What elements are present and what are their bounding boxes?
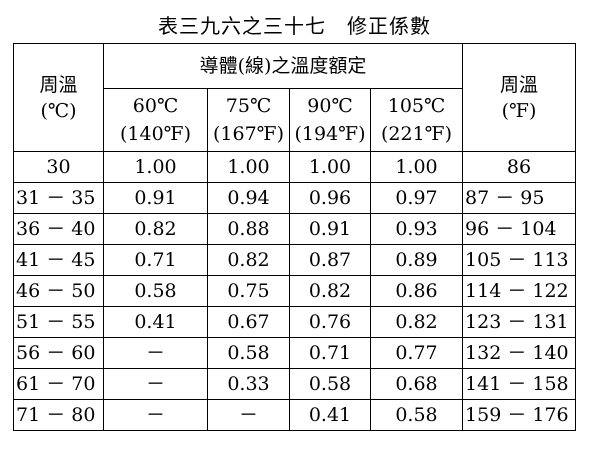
data-cell: － bbox=[103, 368, 208, 400]
data-cell: 46 － 50 bbox=[13, 275, 104, 307]
header-row: 60℃ (140℉) 75℃ (167℉) 90℃ (194℉) 105℃ (221℉) bbox=[14, 88, 576, 152]
data-cell: 56 － 60 bbox=[13, 337, 104, 369]
data-cell: 0.58 bbox=[289, 368, 371, 400]
data-cell: 0.82 bbox=[207, 244, 290, 276]
data-cell: － bbox=[207, 399, 290, 431]
header-cell: 周溫 (℃) bbox=[13, 43, 104, 152]
data-cell: 0.93 bbox=[369, 213, 464, 245]
data-cell: 0.97 bbox=[369, 182, 464, 214]
data-row: 71 － 80 －－ 0.41 0.58 159 － 176 bbox=[13, 399, 577, 431]
data-cell: 0.68 bbox=[369, 368, 464, 400]
data-cell: 0.58 bbox=[369, 399, 464, 431]
header-cell: 導體(線)之溫度額定 bbox=[102, 43, 464, 89]
title: 表三九六之三十七 修正係數 bbox=[158, 14, 431, 38]
data-cell: 87 － 95 bbox=[462, 182, 577, 214]
data-cell: 105 － 113 bbox=[462, 244, 577, 276]
data-row: 41 － 45 0.71 0.82 0.87 0.89 105 － 113 bbox=[13, 244, 577, 276]
data-cell: 86 bbox=[462, 151, 577, 183]
header-text: 周溫 bbox=[500, 73, 539, 96]
data-cell: 0.91 bbox=[289, 213, 371, 245]
data-cell: 1.00 bbox=[103, 151, 208, 183]
header-text: 75℃ bbox=[225, 95, 272, 117]
data-cell: 0.76 bbox=[289, 306, 371, 338]
header-cell: 75℃ (167℉) bbox=[207, 88, 290, 152]
data-cell: 114 － 122 bbox=[462, 275, 577, 307]
data-cell: 96 － 104 bbox=[462, 213, 577, 245]
header-text: (140℉) bbox=[120, 123, 191, 145]
data-cell: 159 － 176 bbox=[462, 399, 577, 431]
data-cell: 0.71 bbox=[289, 337, 371, 369]
data-row: 30 1.00 1.00 1.00 1.00 86 bbox=[13, 151, 577, 183]
data-cell: 36 － 40 bbox=[13, 213, 104, 245]
data-cell: 0.87 bbox=[289, 244, 371, 276]
data-cell: 0.86 bbox=[369, 275, 464, 307]
data-row: 56 － 60 － 0.58 0.71 0.77 132 － 140 bbox=[13, 337, 577, 369]
data-cell: 132 － 140 bbox=[462, 337, 577, 369]
header-text: (194℉) bbox=[294, 123, 366, 145]
header-text: (167℉) bbox=[213, 123, 284, 145]
data-cell: 30 bbox=[13, 151, 104, 183]
header-cell: 周溫 (℉) bbox=[462, 43, 577, 152]
header-text: (221℉) bbox=[381, 123, 452, 145]
data-cell: 123 － 131 bbox=[462, 306, 577, 338]
header-cell: 90℃ (194℉) bbox=[289, 88, 371, 152]
data-cell: 1.00 bbox=[207, 151, 290, 183]
data-cell: 51 － 55 bbox=[13, 306, 104, 338]
header-text: 60℃ bbox=[132, 95, 179, 117]
data-cell: 41 － 45 bbox=[13, 244, 104, 276]
correction-table: 周溫 (℃) 導體(線)之溫度額定 周溫 (℉) 60℃ (140℉) 75℃ (167℉… bbox=[13, 43, 577, 431]
data-cell: 0.75 bbox=[207, 275, 290, 307]
data-cell: 0.89 bbox=[369, 244, 464, 276]
data-cell: 0.82 bbox=[289, 275, 371, 307]
header-cell: 60℃ (140℉) bbox=[103, 88, 208, 152]
data-row: 51 － 55 0.41 0.67 0.76 0.82 123 － 131 bbox=[13, 306, 577, 338]
data-cell: 0.77 bbox=[369, 337, 464, 369]
data-cell: 0.88 bbox=[207, 213, 290, 245]
data-cell: 0.33 bbox=[207, 368, 290, 400]
data-cell: 0.94 bbox=[207, 182, 290, 214]
data-row: 36 － 40 0.82 0.88 0.91 0.93 96 － 104 bbox=[13, 213, 577, 245]
data-cell: 0.41 bbox=[103, 306, 208, 338]
data-cell: 0.67 bbox=[207, 306, 290, 338]
data-cell: 1.00 bbox=[289, 151, 371, 183]
data-row: 61 － 70 － 0.33 0.58 0.68 141 － 158 bbox=[13, 368, 577, 400]
data-cell: 141 － 158 bbox=[462, 368, 577, 400]
header-text: 周溫 bbox=[39, 73, 78, 96]
data-cell: 0.41 bbox=[289, 399, 371, 431]
data-cell: 1.00 bbox=[369, 151, 464, 183]
data-cell: 0.91 bbox=[103, 182, 208, 214]
data-cell: － bbox=[103, 337, 208, 369]
data-row: 46 － 50 0.58 0.75 0.82 0.86 114 － 122 bbox=[13, 275, 577, 307]
data-cell: 0.96 bbox=[289, 182, 371, 214]
data-cell: 0.82 bbox=[103, 213, 208, 245]
data-row: 31 － 35 0.91 0.94 0.96 0.97 87 － 95 bbox=[13, 182, 577, 214]
data-cell: 0.71 bbox=[103, 244, 208, 276]
data-cell: 0.82 bbox=[369, 306, 464, 338]
data-cell: 31 － 35 bbox=[13, 182, 104, 214]
header-text: (℉) bbox=[501, 99, 537, 122]
header-row: 周溫 (℃) 導體(線)之溫度額定 周溫 (℉) bbox=[13, 43, 577, 152]
header-text: 105℃ bbox=[387, 95, 446, 117]
table-body: 周溫 (℃) 導體(線)之溫度額定 周溫 (℉) 60℃ (140℉) 75℃ (167℉… bbox=[13, 43, 577, 431]
header-text: (℃) bbox=[40, 99, 77, 122]
data-cell: 61 － 70 bbox=[13, 368, 104, 400]
header-cell: 105℃ (221℉) bbox=[369, 88, 464, 152]
data-cell: 71 － 80 bbox=[13, 399, 104, 431]
data-cell: － bbox=[103, 399, 208, 431]
data-cell: 0.58 bbox=[207, 337, 290, 369]
header-text: 90℃ bbox=[307, 95, 353, 117]
data-cell: 0.58 bbox=[103, 275, 208, 307]
